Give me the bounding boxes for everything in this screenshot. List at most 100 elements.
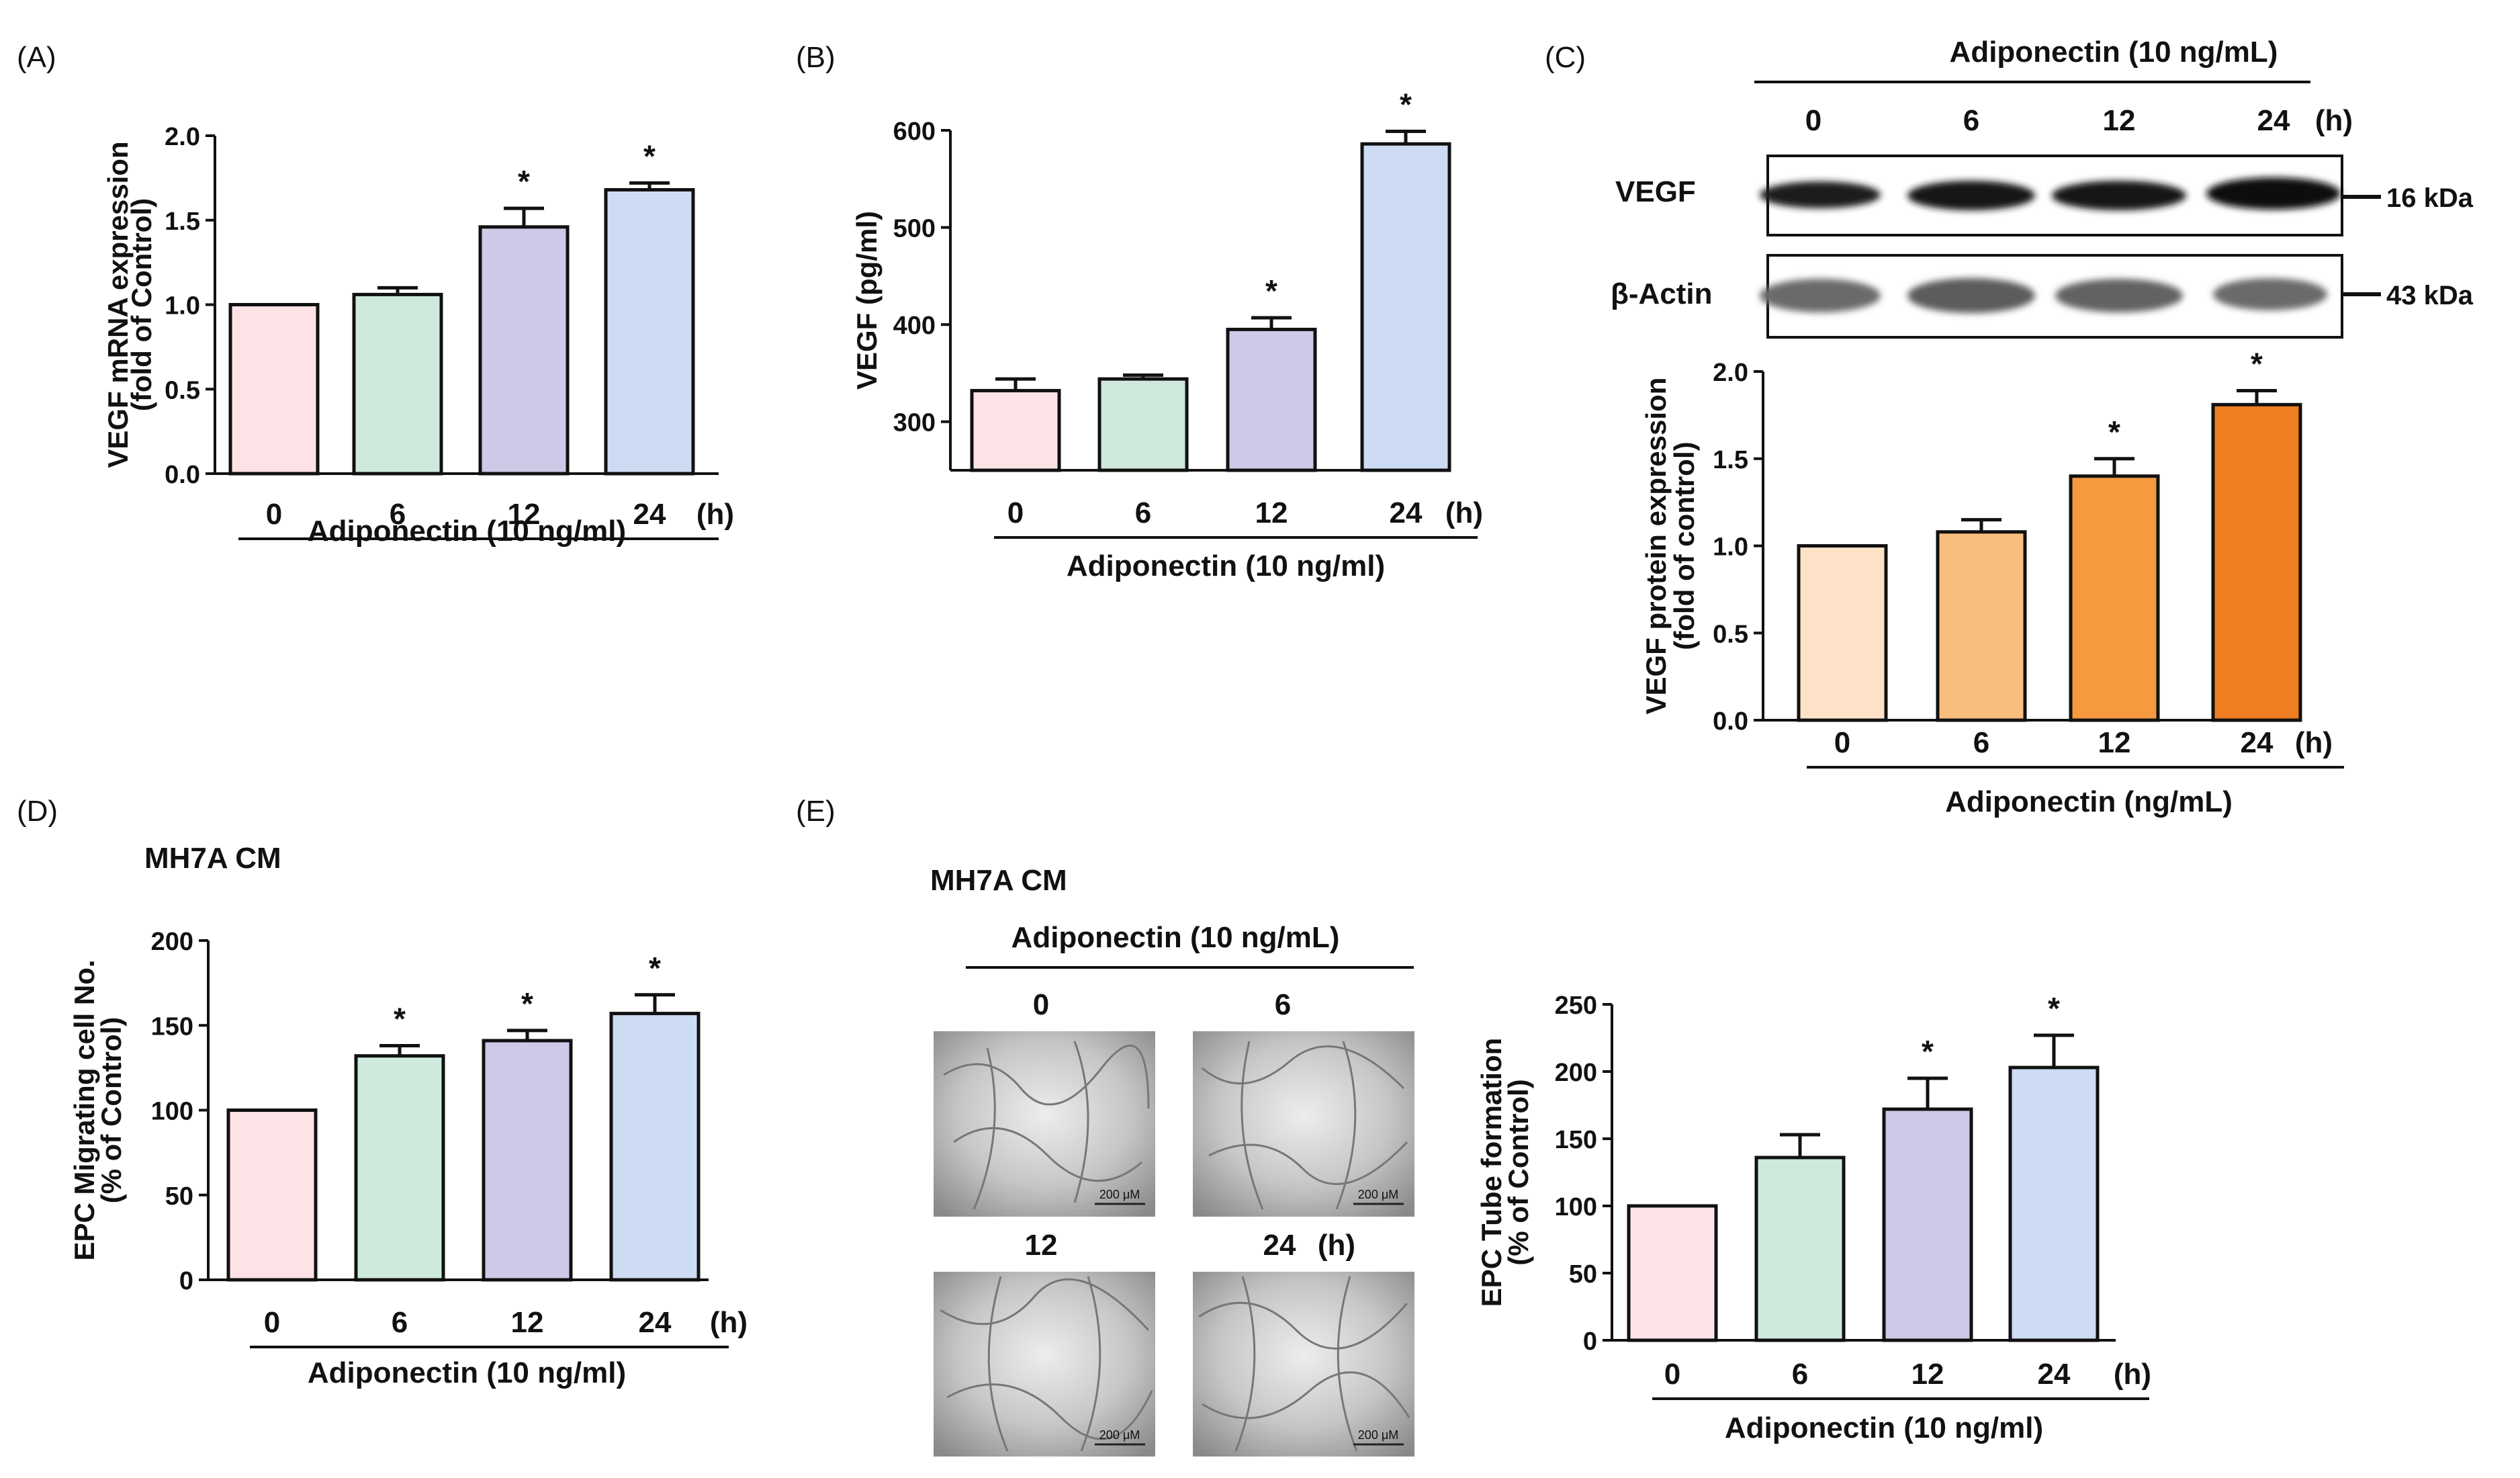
image-label-0: 0 <box>1033 988 1049 1021</box>
chart-e: 0 50 100 150 200 250 EPC Tube formation(% of C… <box>1476 991 2151 1444</box>
x-tick-label: 0 <box>1664 1358 1680 1391</box>
significance-star: * <box>394 1002 406 1037</box>
bar-6h <box>1936 530 2027 722</box>
blot-band-vegf-0 <box>1760 181 1881 208</box>
western-unit: (h) <box>2315 104 2353 137</box>
y-tick-label: 50 <box>1569 1260 1597 1289</box>
bar-0h <box>970 388 1061 472</box>
significance-star: * <box>518 164 530 199</box>
bar-6h <box>352 292 443 476</box>
western-row-label-actin: β-Actin <box>1611 277 1713 310</box>
x-tick-label: 12 <box>511 1306 544 1339</box>
x-tick-label: 12 <box>2098 726 2131 759</box>
micrograph-24h: 200 μM <box>1193 1272 1414 1457</box>
y-tick-label: 300 <box>893 409 936 437</box>
chart-c: 0.0 0.5 1.0 1.5 2.0 VEGF protein expression(f… <box>1640 347 2344 818</box>
x-tick-label: 24 <box>639 1306 672 1339</box>
y-axis-label: VEGF (pg/ml) <box>851 211 883 390</box>
scalebar-label: 200 μM <box>1358 1428 1398 1442</box>
significance-star: * <box>521 986 533 1021</box>
bar-0h <box>1797 544 1888 722</box>
bar-24h <box>604 187 695 476</box>
panel-e-header: Adiponectin (10 ng/mL) <box>1011 921 1340 954</box>
blot-band-vegf-12 <box>2052 181 2186 210</box>
significance-star: * <box>643 138 656 173</box>
bar-12h <box>1882 1107 1973 1342</box>
y-tick-label: 250 <box>1555 992 1597 1020</box>
western-header: Adiponectin (10 ng/mL) <box>1950 36 2278 69</box>
x-tick-label: 6 <box>1792 1358 1808 1391</box>
y-tick-label: 600 <box>893 118 936 146</box>
bar-24h <box>609 1012 701 1282</box>
y-tick-label: 0.5 <box>165 376 200 404</box>
y-tick-label: 0.5 <box>1713 620 1748 648</box>
x-tick-label: 0 <box>1007 496 1024 529</box>
image-label-12: 12 <box>1025 1229 1058 1262</box>
scalebar-label: 200 μM <box>1358 1188 1398 1201</box>
image-label-24: 24 <box>1263 1229 1296 1262</box>
chart-b: 300 400 500 600 VEGF (pg/ml) 0 6 * 12 * 24 (h) Adipo… <box>851 87 1483 582</box>
bar-6h <box>1097 377 1189 472</box>
y-tick-label: 0 <box>1583 1328 1597 1356</box>
x-tick-label: 0 <box>266 498 282 531</box>
bar-24h <box>2211 402 2302 722</box>
blot-band-actin-24 <box>2213 278 2327 310</box>
y-axis-label: (fold of control) <box>1668 441 1700 650</box>
micrograph-0h: 200 μM <box>934 1031 1155 1217</box>
y-tick-label: 100 <box>1555 1193 1597 1221</box>
y-tick-label: 150 <box>151 1012 193 1041</box>
bar-0h <box>226 1108 318 1282</box>
x-tick-label: 12 <box>1911 1358 1944 1391</box>
image-label-6: 6 <box>1275 988 1291 1021</box>
y-tick-label: 200 <box>1555 1059 1597 1087</box>
x-axis-label: Adiponectin (10 ng/ml) <box>308 515 626 548</box>
x-unit-label: (h) <box>696 498 734 531</box>
y-tick-label: 1.5 <box>165 208 200 236</box>
marker-label-43kda: 43 kDa <box>2386 281 2474 310</box>
y-axis-label: (% of Control) <box>95 1017 127 1204</box>
blot-band-actin-6 <box>1907 278 2035 313</box>
y-axis-label: (% of Control) <box>1502 1079 1534 1266</box>
image-unit: (h) <box>1318 1229 1355 1262</box>
y-axis-label: VEGF protein expression <box>1640 378 1672 715</box>
blot-band-actin-0 <box>1760 279 1881 312</box>
x-tick-label: 6 <box>390 498 406 531</box>
y-tick-label: 50 <box>165 1182 193 1211</box>
x-tick-label: 0 <box>264 1306 280 1339</box>
significance-star: * <box>2048 991 2060 1026</box>
y-axis-label: (fold of Control) <box>126 198 157 411</box>
panel-d-subtitle: MH7A CM <box>144 842 281 875</box>
panel-label-a: (A) <box>17 41 56 74</box>
y-tick-label: 0 <box>179 1267 193 1295</box>
x-unit-label: (h) <box>2295 726 2333 759</box>
western-lane-6: 6 <box>1963 104 1979 137</box>
x-tick-label: 24 <box>1390 496 1423 529</box>
significance-star: * <box>1400 87 1412 122</box>
y-tick-label: 2.0 <box>165 123 200 151</box>
y-tick-label: 150 <box>1555 1126 1597 1154</box>
western-lane-0: 0 <box>1805 104 1821 137</box>
tube-formation-images: MH7A CM Adiponectin (10 ng/mL) 0 6 12 24… <box>930 864 1414 1457</box>
x-tick-label: 6 <box>1973 726 1989 759</box>
bar-12h <box>1226 327 1317 472</box>
x-tick-label: 6 <box>392 1306 408 1339</box>
y-tick-label: 2.0 <box>1713 359 1748 387</box>
panel-label-b: (B) <box>796 41 836 74</box>
marker-label-16kda: 16 kDa <box>2386 183 2474 213</box>
blot-band-actin-12 <box>2055 279 2183 312</box>
x-axis-label: Adiponectin (10 ng/ml) <box>1725 1411 2043 1444</box>
significance-star: * <box>1922 1034 1934 1069</box>
x-tick-label: 24 <box>633 498 666 531</box>
bar-12h <box>478 225 570 476</box>
x-unit-label: (h) <box>2114 1358 2151 1391</box>
western-lane-24: 24 <box>2257 104 2290 137</box>
significance-star: * <box>2251 347 2263 382</box>
x-unit-label: (h) <box>710 1306 748 1339</box>
bar-0h <box>228 303 320 476</box>
chart-a: 0.0 0.5 1.0 1.5 2.0 VEGF mRNA expression(fold… <box>102 123 734 548</box>
bar-0h <box>1627 1204 1718 1342</box>
x-tick-label: 24 <box>2241 726 2274 759</box>
scalebar-label: 200 μM <box>1099 1428 1140 1442</box>
y-tick-label: 200 <box>151 928 193 956</box>
